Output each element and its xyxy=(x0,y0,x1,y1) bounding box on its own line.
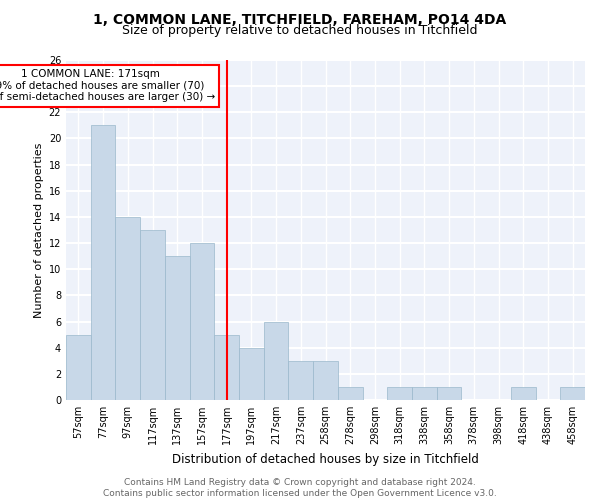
Y-axis label: Number of detached properties: Number of detached properties xyxy=(34,142,44,318)
Bar xyxy=(560,387,585,400)
Bar xyxy=(239,348,264,400)
X-axis label: Distribution of detached houses by size in Titchfield: Distribution of detached houses by size … xyxy=(172,452,479,466)
Bar xyxy=(165,256,190,400)
Bar xyxy=(387,387,412,400)
Bar xyxy=(511,387,536,400)
Bar xyxy=(338,387,362,400)
Bar xyxy=(289,361,313,400)
Bar xyxy=(140,230,165,400)
Bar xyxy=(214,334,239,400)
Bar xyxy=(412,387,437,400)
Text: Size of property relative to detached houses in Titchfield: Size of property relative to detached ho… xyxy=(122,24,478,37)
Bar xyxy=(66,334,91,400)
Text: 1 COMMON LANE: 171sqm
← 69% of detached houses are smaller (70)
30% of semi-deta: 1 COMMON LANE: 171sqm ← 69% of detached … xyxy=(0,69,215,102)
Bar xyxy=(190,243,214,400)
Bar xyxy=(437,387,461,400)
Text: 1, COMMON LANE, TITCHFIELD, FAREHAM, PO14 4DA: 1, COMMON LANE, TITCHFIELD, FAREHAM, PO1… xyxy=(94,12,506,26)
Bar xyxy=(115,217,140,400)
Bar xyxy=(313,361,338,400)
Bar xyxy=(91,126,115,400)
Bar xyxy=(264,322,289,400)
Text: Contains HM Land Registry data © Crown copyright and database right 2024.
Contai: Contains HM Land Registry data © Crown c… xyxy=(103,478,497,498)
